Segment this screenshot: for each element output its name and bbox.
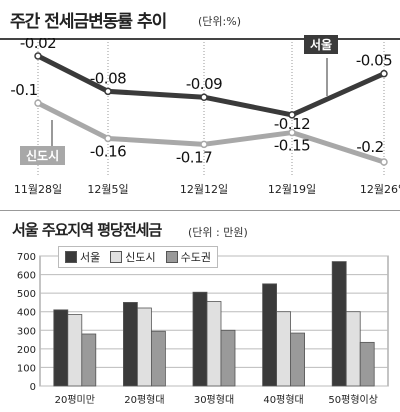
data-label: -0.05: [356, 52, 392, 70]
data-label: -0.15: [274, 137, 310, 155]
data-point: [104, 134, 112, 143]
series-tag-newtown: 신도시: [20, 146, 66, 165]
line-chart-unit: (단위:%): [198, 15, 241, 28]
x-tick-label: 20평미만: [55, 394, 95, 406]
y-tick-label: 100: [17, 363, 36, 374]
bar-capital: [150, 330, 166, 387]
legend-label-capital: 수도권: [180, 251, 211, 264]
data-point: [200, 140, 208, 149]
y-tick-label: 400: [17, 308, 36, 319]
x-tick-label: 20평형대: [124, 394, 164, 406]
y-tick-label: 600: [17, 271, 36, 282]
legend-label-newtown: 신도시: [125, 251, 156, 264]
y-tick-label: 0: [30, 382, 36, 393]
bar-chart-title: 서울 주요지역 평당전세금: [12, 221, 162, 239]
x-tick-label: 12월12일: [180, 182, 228, 196]
x-tick-label: 11월28일: [14, 182, 62, 196]
legend-label-seoul: 서울: [80, 251, 101, 264]
bar-newtown: [276, 311, 292, 387]
bar-seoul: [262, 283, 278, 387]
bar-chart-header: 서울 주요지역 평당전세금 (단위 : 만원): [0, 210, 400, 412]
y-tick-label: 500: [17, 289, 36, 300]
data-label: -0.1: [10, 81, 37, 99]
bar-newtown: [136, 307, 152, 387]
y-tick-label: 200: [17, 345, 36, 356]
y-tick-label: 300: [17, 326, 36, 337]
data-label: -0.17: [176, 148, 212, 166]
data-point: [380, 69, 388, 78]
data-label: -0.16: [90, 142, 126, 160]
bar-newtown: [345, 311, 361, 387]
data-label: -0.09: [186, 75, 222, 93]
y-tick-label: 700: [17, 252, 36, 263]
x-tick-label: 40평형대: [263, 394, 303, 406]
data-point: [34, 52, 42, 60]
data-point: [288, 111, 296, 119]
bar-newtown: [206, 301, 222, 387]
bar-capital: [81, 333, 97, 387]
x-tick-label: 12월5일: [87, 182, 128, 196]
legend-swatch-newtown: [110, 251, 123, 263]
line-chart-header: 주간 전세금변동률 추이 (단위:%): [0, 0, 400, 40]
legend-item-capital: 수도권: [165, 249, 211, 265]
x-tick-label: 12월26일: [360, 182, 400, 196]
bar-chart-legend: 서울 신도시 수도권: [58, 246, 218, 268]
line-chart-title: 주간 전세금변동률 추이: [10, 12, 167, 32]
bar-chart-unit: (단위 : 만원): [188, 226, 248, 239]
bar-newtown: [67, 314, 83, 387]
bar-capital: [359, 341, 375, 387]
x-tick-label: 30평형대: [194, 394, 234, 406]
data-point: [34, 99, 42, 107]
legend-item-seoul: 서울: [65, 249, 100, 265]
series-tag-seoul: 서울: [304, 35, 339, 54]
legend-swatch-seoul: [65, 251, 77, 263]
data-point: [288, 128, 296, 137]
x-tick-label: 12월19일: [268, 182, 316, 196]
data-point: [380, 158, 388, 166]
bar-seoul: [192, 291, 208, 387]
bar-chart: 0 100 200 300 400 500 600 700 20평미만 20평형대 30평형대 40평…: [17, 252, 389, 406]
data-label: -0.02: [20, 38, 56, 52]
x-tick-label: 50평형이상: [328, 394, 378, 406]
bar-seoul: [331, 261, 347, 387]
legend-item-newtown: 신도시: [110, 249, 156, 265]
bar-capital: [290, 332, 306, 387]
bar-seoul: [53, 309, 69, 387]
data-point: [200, 93, 208, 101]
data-label: -0.2: [356, 138, 383, 156]
bar-capital: [220, 329, 236, 387]
data-label: -0.08: [90, 69, 126, 87]
data-point: [104, 87, 112, 96]
bar-seoul: [123, 302, 138, 387]
legend-swatch-capital: [165, 251, 178, 263]
data-label: -0.12: [274, 115, 310, 133]
line-chart: 11월28일 12월5일 12월12일 12월19일 12월26일 -0.02 -0.08 -…: [10, 38, 400, 196]
